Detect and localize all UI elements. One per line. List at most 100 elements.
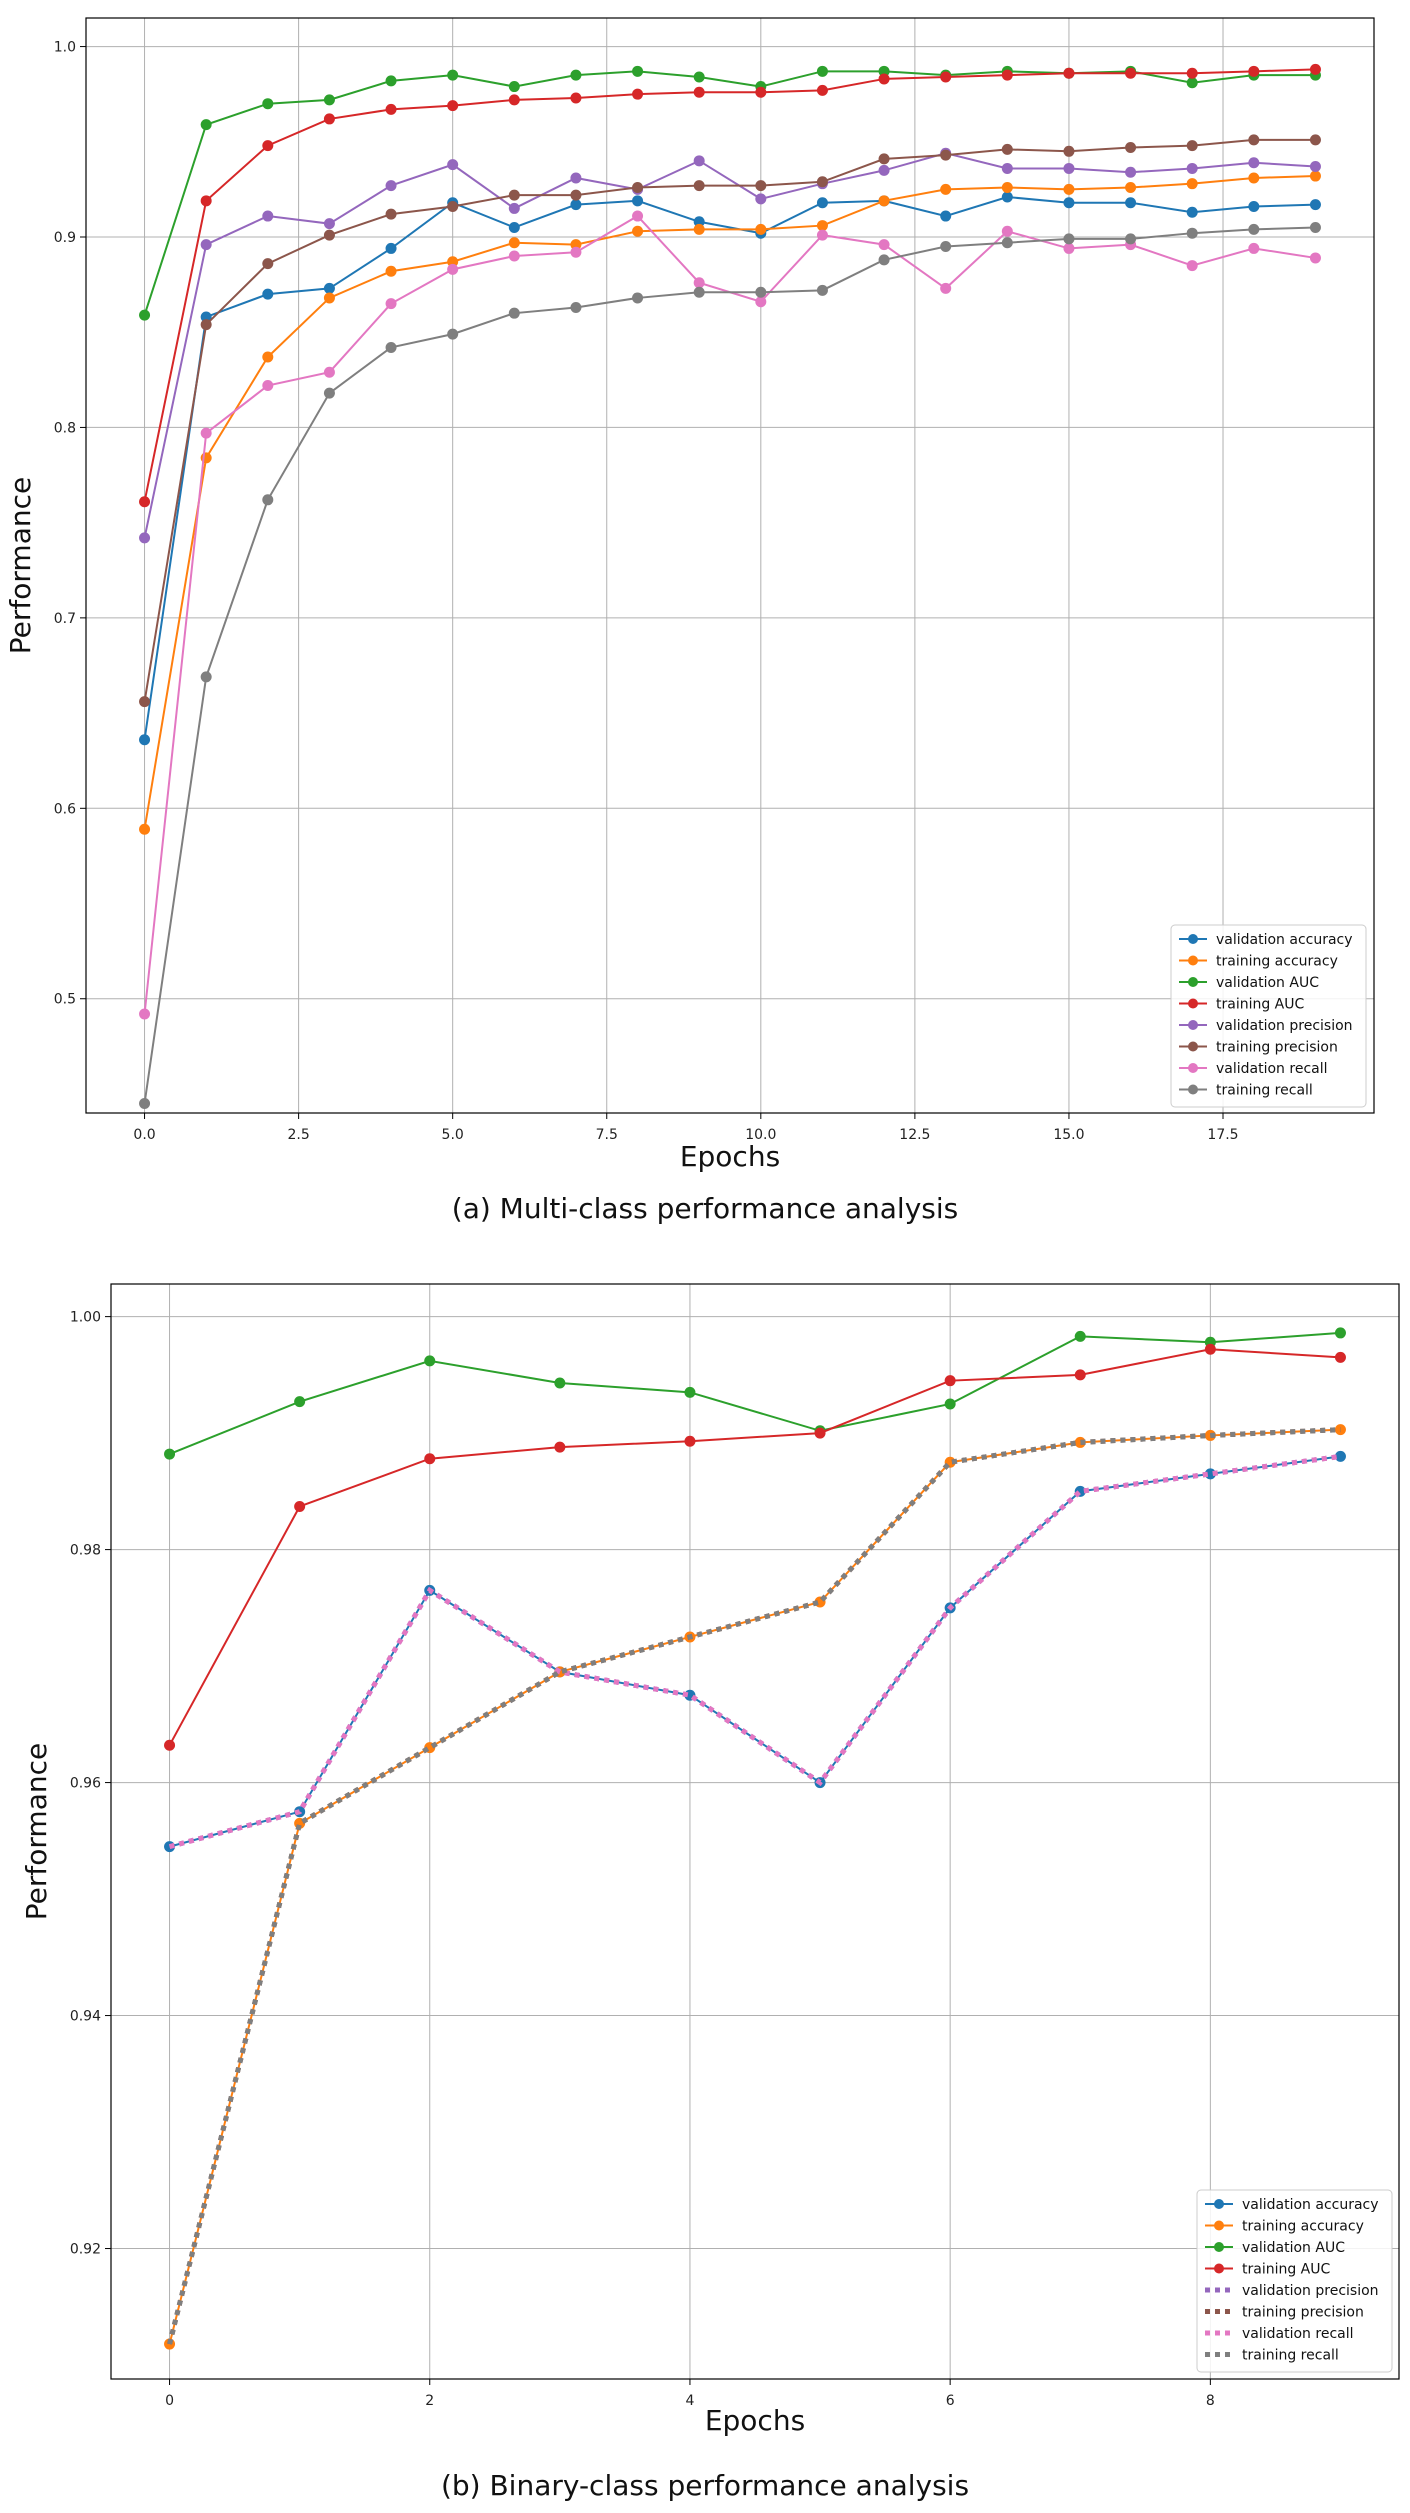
data-point	[424, 1453, 436, 1465]
x-tick-label: 5.0	[442, 1127, 464, 1143]
chart-0: 0.0 2.5 5.0 7.5 10.0 12.5 15.0 17.5 0.5 0.6 0.7 0.8…	[4, 17, 1375, 1225]
legend-marker	[1188, 955, 1198, 966]
data-point	[1125, 197, 1137, 209]
data-point	[1309, 170, 1321, 182]
data-point	[323, 387, 335, 399]
data-point	[940, 149, 952, 161]
data-point	[508, 189, 520, 201]
data-point	[878, 73, 890, 85]
data-point	[385, 75, 397, 87]
data-point	[262, 380, 274, 392]
legend-marker	[1214, 2199, 1224, 2209]
data-point	[164, 1448, 176, 1460]
legend-label: training AUC	[1242, 2262, 1331, 2278]
series-training-AUC	[139, 63, 1321, 508]
x-tick-label: 10.0	[745, 1127, 776, 1143]
data-point	[447, 100, 459, 112]
data-point	[200, 671, 212, 683]
x-tick-label: 12.5	[899, 1127, 930, 1143]
legend-marker	[1188, 1084, 1198, 1095]
data-point	[1309, 63, 1321, 75]
legend: validation accuracy training accuracy vali…	[1196, 2189, 1393, 2373]
data-point	[323, 113, 335, 125]
data-point	[1074, 1436, 1086, 1448]
series-validation-AUC	[164, 1327, 1346, 1460]
data-point	[944, 1398, 956, 1410]
data-point	[755, 180, 767, 192]
data-point	[385, 103, 397, 115]
legend-label: training accuracy	[1242, 2219, 1364, 2235]
data-point	[1186, 227, 1198, 239]
data-point	[1063, 145, 1075, 157]
data-point	[1125, 233, 1137, 245]
y-tick-label: 1.0	[54, 40, 76, 56]
data-point	[1063, 197, 1075, 209]
data-point	[755, 193, 767, 205]
figure-caption: (b) Binary-class performance analysis	[441, 2469, 969, 2502]
data-point	[200, 311, 212, 323]
data-point	[1248, 157, 1260, 169]
legend-marker	[1188, 1020, 1198, 1030]
data-point	[1309, 199, 1321, 211]
data-point	[508, 237, 520, 249]
data-point	[816, 65, 828, 77]
data-point	[447, 263, 459, 275]
legend-label: validation accuracy	[1216, 932, 1353, 948]
x-tick-label: 6	[946, 2393, 955, 2409]
data-point	[554, 1377, 566, 1389]
data-point	[447, 69, 459, 81]
legend-box	[1196, 2189, 1393, 2373]
data-point	[1186, 206, 1198, 218]
y-axis-label: Performance	[4, 477, 37, 654]
series-line	[168, 1453, 1341, 1850]
data-point	[200, 239, 212, 251]
data-point	[323, 229, 335, 241]
data-point	[447, 159, 459, 171]
legend-label: validation recall	[1216, 1061, 1328, 1077]
data-point	[385, 265, 397, 277]
data-point	[447, 201, 459, 213]
x-tick-label: 7.5	[596, 1127, 618, 1143]
data-point	[632, 210, 644, 222]
axes-frame	[85, 17, 1375, 1114]
data-point	[139, 309, 151, 321]
legend-marker	[1188, 1063, 1198, 1073]
data-point	[816, 220, 828, 232]
data-point	[570, 189, 582, 201]
series-validation-recall	[168, 1453, 1341, 1850]
data-point	[385, 298, 397, 310]
series-validation-precision	[139, 147, 1321, 544]
data-point	[139, 532, 151, 544]
x-axis-label: Epochs	[705, 2404, 805, 2437]
series-line	[143, 226, 1316, 1104]
legend-label: training precision	[1216, 1040, 1338, 1056]
legend-marker	[1188, 977, 1198, 987]
data-point	[262, 258, 274, 270]
data-point	[878, 164, 890, 176]
data-point	[323, 282, 335, 294]
data-point	[1248, 65, 1260, 77]
data-point	[570, 239, 582, 251]
data-point	[570, 246, 582, 258]
series-line	[143, 68, 1316, 502]
data-point	[693, 216, 705, 228]
series-training-accuracy	[139, 170, 1321, 835]
legend-marker	[1188, 998, 1198, 1009]
data-point	[200, 427, 212, 439]
x-tick-label: 2.5	[287, 1127, 309, 1143]
data-point	[139, 734, 151, 746]
data-point	[139, 1008, 151, 1020]
series-line	[143, 152, 1316, 539]
data-point	[693, 286, 705, 298]
data-point	[632, 292, 644, 304]
data-point	[1125, 67, 1137, 79]
data-point	[632, 65, 644, 77]
series-line	[169, 1331, 1341, 1456]
data-point	[139, 1097, 151, 1109]
data-point	[1001, 143, 1013, 155]
data-point	[385, 341, 397, 353]
data-point	[508, 202, 520, 214]
data-point	[1125, 166, 1137, 178]
x-tick-label: 0.0	[133, 1127, 155, 1143]
data-point	[508, 81, 520, 93]
